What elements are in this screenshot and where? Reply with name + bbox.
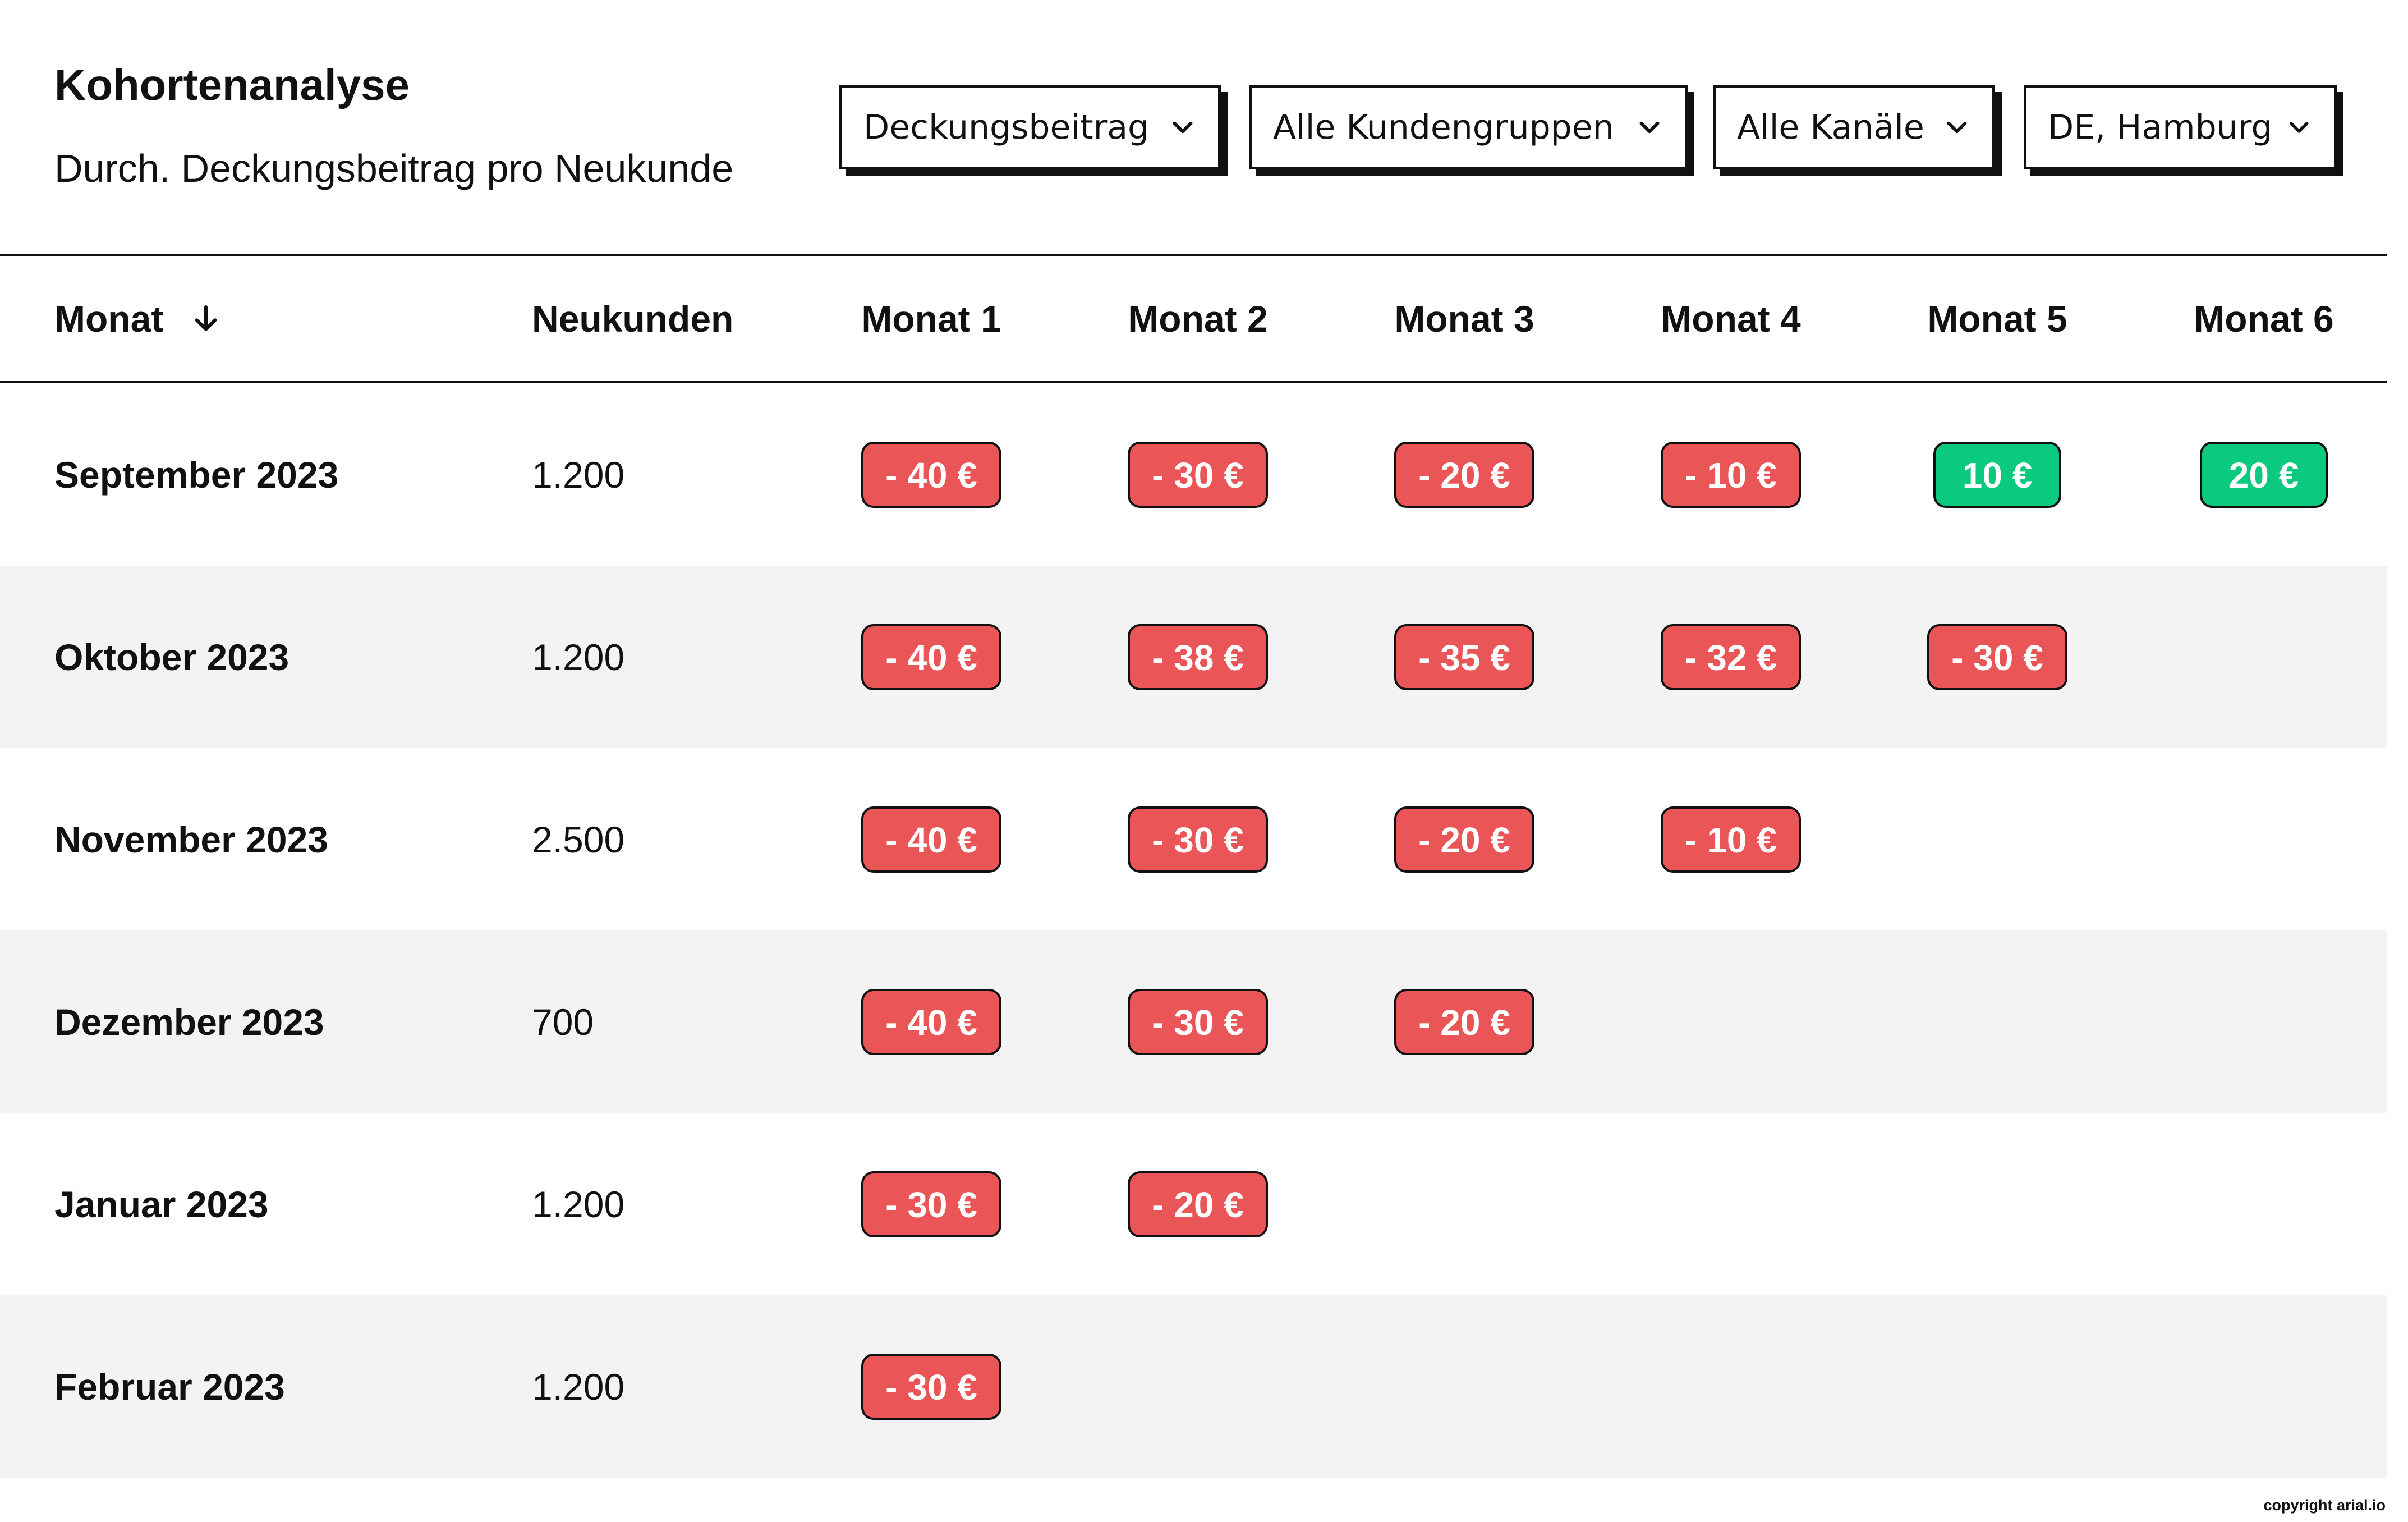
column-header-month-1[interactable]: Monat 1: [861, 297, 1001, 340]
negative-value-badge: - 20 €: [1394, 441, 1534, 508]
negative-value-badge: - 30 €: [861, 1353, 1001, 1420]
value-cell-month-3: - 20 €: [1341, 930, 1588, 1113]
page-subtitle: Durch. Deckungsbeitrag pro Neukunde: [54, 146, 734, 190]
table-row: Januar 2023 1.200 - 30 € - 20 €: [0, 1113, 2387, 1295]
negative-value-badge: - 20 €: [1394, 806, 1534, 873]
cohort-month: Januar 2023: [54, 1183, 269, 1225]
negative-value-badge: - 30 €: [1927, 624, 2067, 690]
negative-value-badge: - 30 €: [1128, 441, 1268, 508]
chevron-down-icon: [1947, 121, 1967, 134]
value-cell-month-1: - 40 €: [808, 566, 1055, 748]
column-header-month-4[interactable]: Monat 4: [1661, 297, 1801, 340]
value-cell-month-3: - 20 €: [1341, 748, 1588, 930]
value-cell-month-1: - 40 €: [808, 748, 1055, 930]
chevron-down-icon: [1639, 121, 1660, 134]
negative-value-badge: - 30 €: [1128, 806, 1268, 873]
new-customers-count: 1.200: [532, 636, 625, 678]
negative-value-badge: - 10 €: [1661, 806, 1801, 873]
table-row: Februar 2023 1.200 - 30 €: [0, 1295, 2387, 1478]
new-customers-count: 700: [532, 1001, 594, 1043]
column-header-new-customers[interactable]: Neukunden: [532, 297, 734, 340]
negative-value-badge: - 30 €: [861, 1171, 1001, 1237]
value-cell-month-5: 10 €: [1874, 383, 2121, 566]
negative-value-badge: - 20 €: [1128, 1171, 1268, 1237]
value-cell-month-5: - 30 €: [1874, 566, 2121, 748]
page-header: Kohortenanalyse Durch. Deckungsbeitrag p…: [0, 0, 2387, 255]
customer-group-dropdown-label: Alle Kundengruppen: [1273, 108, 1614, 147]
table-header: Monat Neukunden Monat 1 Monat 2 Monat 3 …: [0, 255, 2387, 382]
value-cell-month-2: - 30 €: [1074, 748, 1321, 930]
new-customers-count: 1.200: [532, 453, 625, 496]
column-header-month-5[interactable]: Monat 5: [1927, 297, 2067, 340]
table-top-divider: [0, 254, 2387, 256]
value-cell-month-2: - 30 €: [1074, 383, 1321, 566]
positive-value-badge: 20 €: [2200, 441, 2328, 508]
value-cell-month-3: - 35 €: [1341, 566, 1588, 748]
negative-value-badge: - 38 €: [1128, 624, 1268, 690]
chevron-down-icon: [2290, 122, 2309, 133]
column-header-month-6[interactable]: Monat 6: [2194, 297, 2334, 340]
value-cell-month-4: - 10 €: [1607, 383, 1854, 566]
channel-dropdown[interactable]: Alle Kanäle: [1713, 85, 1995, 169]
new-customers-count: 1.200: [532, 1365, 625, 1408]
cohort-month: Februar 2023: [54, 1365, 285, 1408]
value-cell-month-1: - 40 €: [808, 930, 1055, 1113]
metric-dropdown-label: Deckungsbeitrag: [863, 108, 1150, 147]
value-cell-month-4: - 10 €: [1607, 748, 1854, 930]
value-cell-month-1: - 30 €: [808, 1113, 1055, 1295]
column-header-month[interactable]: Monat: [54, 255, 222, 382]
value-cell-month-3: - 20 €: [1341, 383, 1588, 566]
value-cell-month-1: - 30 €: [808, 1295, 1055, 1478]
location-dropdown[interactable]: DE, Hamburg: [2024, 85, 2337, 169]
customer-group-dropdown[interactable]: Alle Kundengruppen: [1249, 85, 1688, 169]
table-row: November 2023 2.500 - 40 € - 30 € - 20 € - 10…: [0, 748, 2387, 930]
negative-value-badge: - 40 €: [861, 624, 1001, 690]
value-cell-month-6: 20 €: [2140, 383, 2387, 566]
new-customers-count: 1.200: [532, 1183, 625, 1225]
table-header-divider: [0, 381, 2387, 383]
cohort-month: Dezember 2023: [54, 1001, 324, 1043]
value-cell-month-2: - 38 €: [1074, 566, 1321, 748]
page-title: Kohortenanalyse: [54, 60, 410, 109]
location-dropdown-label: DE, Hamburg: [2048, 108, 2273, 147]
channel-dropdown-label: Alle Kanäle: [1737, 108, 1924, 147]
value-cell-month-2: - 20 €: [1074, 1113, 1321, 1295]
negative-value-badge: - 40 €: [861, 806, 1001, 873]
copyright-notice: copyright arial.io: [2263, 1497, 2386, 1514]
negative-value-badge: - 40 €: [861, 441, 1001, 508]
new-customers-count: 2.500: [532, 818, 625, 860]
cohort-month: Oktober 2023: [54, 636, 289, 678]
negative-value-badge: - 40 €: [861, 988, 1001, 1055]
negative-value-badge: - 32 €: [1661, 624, 1801, 690]
column-header-month-3[interactable]: Monat 3: [1394, 297, 1534, 340]
value-cell-month-2: - 30 €: [1074, 930, 1321, 1113]
value-cell-month-4: - 32 €: [1607, 566, 1854, 748]
arrow-down-icon[interactable]: [190, 303, 222, 334]
value-cell-month-1: - 40 €: [808, 383, 1055, 566]
positive-value-badge: 10 €: [1933, 441, 2061, 508]
cohort-month: November 2023: [54, 818, 328, 860]
negative-value-badge: - 30 €: [1128, 988, 1268, 1055]
negative-value-badge: - 35 €: [1394, 624, 1534, 690]
negative-value-badge: - 10 €: [1661, 441, 1801, 508]
cohort-month: September 2023: [54, 453, 339, 496]
table-row: Dezember 2023 700 - 40 € - 30 € - 20 €: [0, 930, 2387, 1113]
column-header-month-2[interactable]: Monat 2: [1128, 297, 1268, 340]
table-row: Oktober 2023 1.200 - 40 € - 38 € - 35 € - 32 …: [0, 566, 2387, 748]
negative-value-badge: - 20 €: [1394, 988, 1534, 1055]
column-header-month-label: Monat: [54, 297, 164, 340]
chevron-down-icon: [1173, 121, 1193, 134]
metric-dropdown[interactable]: Deckungsbeitrag: [839, 85, 1221, 169]
table-row: September 2023 1.200 - 40 € - 30 € - 20 € - 1…: [0, 383, 2387, 566]
